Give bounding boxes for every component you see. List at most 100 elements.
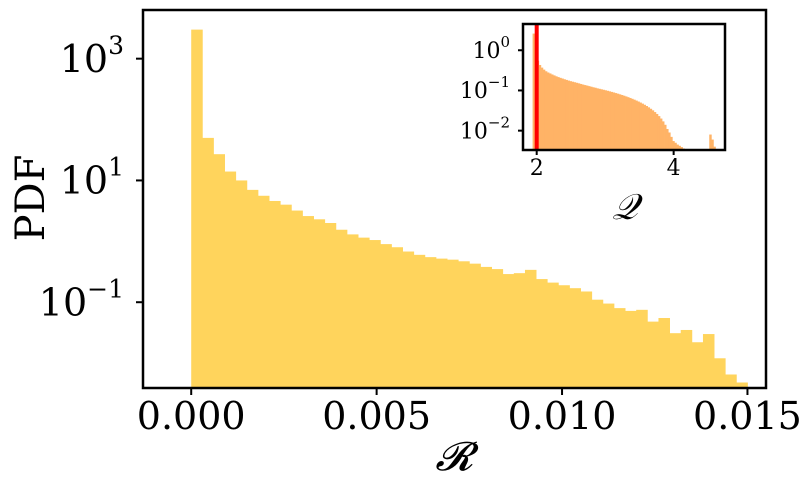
histogram-bar (610, 91, 614, 150)
main-plot-frame (141, 8, 768, 390)
histogram-bar (491, 269, 504, 388)
histogram-bar (369, 240, 381, 388)
histogram-bar (645, 106, 649, 150)
histogram-bar (669, 333, 682, 388)
histogram-bar (524, 269, 537, 388)
histogram-bar (666, 128, 669, 150)
histogram-bar (546, 72, 550, 150)
histogram-bar (435, 258, 448, 388)
histogram-bar (600, 89, 603, 150)
histogram-bar (618, 94, 622, 150)
histogram-bar (676, 144, 679, 150)
main-histogram-bars (191, 29, 748, 389)
histogram-bar (358, 237, 370, 388)
histogram-bar (602, 303, 615, 388)
inset-chart: 2 4 100 10−1 10−2 𝒬 (460, 22, 727, 228)
histogram-bar (639, 102, 642, 150)
histogram-bar (413, 254, 426, 388)
histogram-bar (567, 80, 570, 150)
histogram-bar (542, 69, 546, 150)
histogram-bar (246, 189, 259, 388)
histogram-bar (557, 77, 560, 150)
histogram-bar (586, 85, 589, 150)
histogram-bar (302, 216, 314, 388)
histogram-bar (668, 132, 671, 150)
histogram-bar (655, 113, 659, 150)
histogram-bar (614, 93, 618, 150)
histogram-bar (565, 79, 568, 150)
y-tick-label: 103 (60, 31, 124, 81)
histogram-bar (725, 374, 737, 388)
histogram-bar (213, 154, 225, 388)
histogram-bar (680, 329, 693, 388)
histogram-bar (702, 334, 715, 388)
x-tick-label: 2 (530, 156, 544, 181)
y-tick-label: 10−1 (460, 73, 510, 104)
y-axis-label: PDF (8, 155, 54, 242)
histogram-bar (555, 76, 558, 150)
histogram-bar (631, 98, 634, 150)
histogram-bar (602, 89, 605, 150)
histogram-bar (235, 180, 248, 388)
histogram-bar (709, 134, 712, 150)
histogram-bar (659, 118, 663, 150)
histogram-bar (674, 142, 677, 150)
histogram-bar (551, 74, 554, 150)
histogram-bar (714, 358, 726, 388)
main-axis-ticks: 0.000 0.005 0.010 0.015 103 101 10−1 (39, 31, 802, 438)
histogram-bar (571, 81, 575, 150)
histogram-bar (691, 342, 704, 388)
x-tick-label: 0.000 (137, 394, 246, 438)
histogram-bar (513, 273, 526, 388)
x-tick-label: 4 (667, 156, 681, 181)
histogram-bar (612, 92, 616, 150)
y-tick-label: 10−2 (460, 113, 510, 144)
histogram-bar (280, 204, 292, 388)
histogram-bar (651, 110, 655, 150)
histogram-bar (291, 210, 303, 388)
histogram-bar (662, 121, 665, 150)
histogram-bar (559, 77, 562, 150)
histogram-bar (653, 112, 657, 150)
histogram-bar (547, 282, 559, 388)
histogram-bar (658, 318, 670, 388)
y-tick-label: 10−1 (39, 275, 124, 325)
inset-plot-frame (521, 22, 727, 152)
histogram-bar (581, 84, 585, 150)
histogram-bar (606, 90, 609, 150)
histogram-bar (544, 71, 548, 150)
histogram-bar (678, 145, 681, 150)
histogram-bar (590, 86, 593, 150)
histogram-bar (633, 99, 636, 150)
inset-axis-ticks: 2 4 100 10−1 10−2 (460, 33, 681, 181)
histogram-bar (608, 91, 612, 150)
histogram-bar (424, 257, 437, 388)
histogram-bar (458, 261, 470, 388)
histogram-bar (672, 141, 675, 150)
histogram-bar (324, 223, 337, 388)
histogram-bar (664, 124, 667, 150)
histogram-bar (604, 90, 607, 150)
histogram-bar (583, 85, 587, 150)
histogram-bar (549, 73, 552, 150)
x-tick-label: 0.015 (693, 394, 802, 438)
histogram-bar (447, 259, 459, 388)
inset-x-axis-label: 𝒬 (612, 187, 643, 228)
histogram-bar (380, 244, 392, 388)
histogram-bar (613, 308, 626, 388)
histogram-bar (191, 29, 203, 389)
histogram-bar (713, 146, 716, 150)
histogram-bar (580, 291, 593, 388)
histogram-bar (558, 285, 570, 388)
histogram-bar (588, 86, 591, 150)
histogram-bar (202, 137, 214, 388)
histogram-bar (532, 33, 536, 150)
histogram-bar (647, 321, 659, 388)
histogram-bar (402, 251, 415, 388)
histogram-bar (224, 171, 237, 388)
histogram-bar (637, 101, 640, 150)
histogram-bar (346, 234, 359, 388)
histogram-bar (257, 195, 270, 388)
histogram-bar (616, 93, 620, 150)
